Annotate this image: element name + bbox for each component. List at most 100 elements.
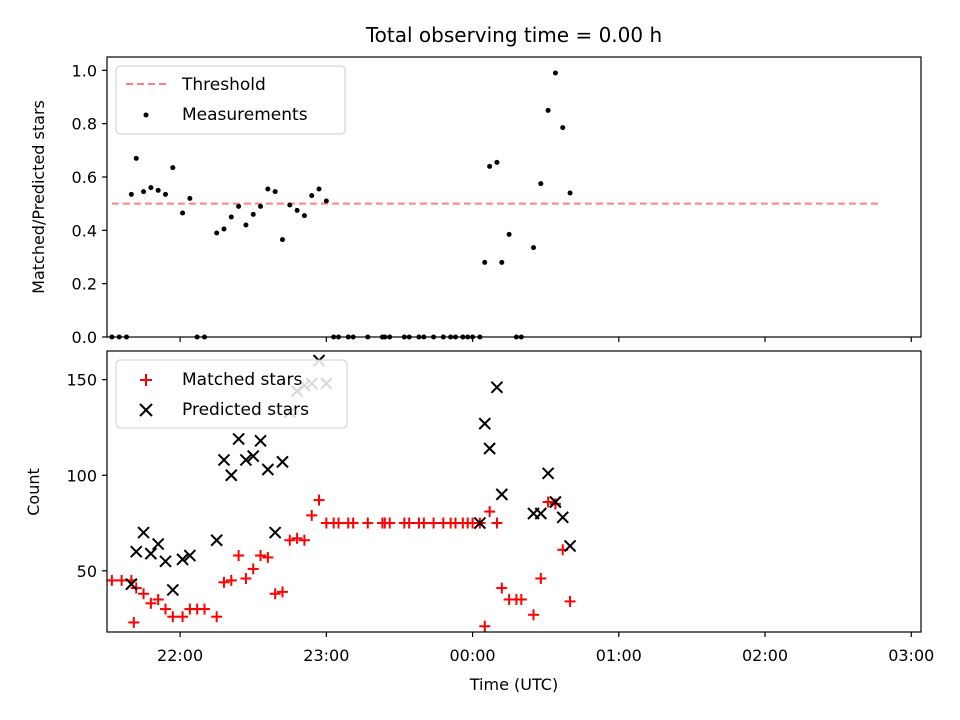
- measurement-point: [499, 259, 505, 265]
- matched-star-point: [527, 609, 539, 621]
- matched-star-point: [496, 582, 508, 594]
- measurement-point: [530, 245, 536, 251]
- matched-star-point: [306, 509, 318, 521]
- top-axes: Total observing time = 0.00 h Matched/Pr…: [29, 23, 922, 347]
- matched-star-point: [177, 611, 189, 623]
- matched-star-point: [225, 574, 237, 586]
- predicted-star-point: [254, 434, 267, 448]
- predicted-star-point: [210, 534, 223, 547]
- matched-star-point: [138, 588, 150, 600]
- matched-star-point: [106, 574, 118, 586]
- predicted-star-point: [563, 539, 577, 553]
- legend-measurements-label: Measurements: [182, 105, 308, 125]
- matched-star-point: [549, 498, 561, 510]
- x-tick-label: 02:00: [742, 646, 788, 665]
- matched-star-point: [428, 517, 440, 529]
- matched-star-point: [284, 534, 296, 546]
- predicted-star-point: [239, 453, 253, 467]
- matched-star-point: [515, 594, 527, 606]
- legend-matched-swatch: [140, 374, 152, 386]
- matched-star-point: [479, 620, 491, 632]
- measurement-point: [236, 203, 242, 209]
- bottom-x-axis-label: Time (UTC): [469, 675, 558, 694]
- matched-star-point: [128, 616, 140, 628]
- predicted-star-point: [144, 547, 158, 560]
- measurement-point: [187, 195, 193, 201]
- predicted-star-point: [478, 417, 491, 430]
- top-y-tick-label: 0.6: [72, 168, 97, 187]
- predicted-star-point: [541, 467, 555, 480]
- predicted-star-point: [125, 578, 138, 591]
- top-y-tick-label: 0.8: [72, 115, 97, 134]
- measurement-point: [221, 226, 227, 232]
- legend-predicted-label: Predicted stars: [182, 400, 309, 420]
- matched-star-point: [384, 517, 396, 529]
- matched-star-point: [269, 588, 281, 600]
- measurement-point: [309, 193, 315, 199]
- matched-star-point: [484, 506, 496, 518]
- predicted-star-point: [483, 442, 496, 455]
- predicted-star-point: [176, 553, 189, 566]
- measurement-point: [494, 159, 500, 165]
- top-chart-title: Total observing time = 0.00 h: [365, 23, 662, 47]
- top-legend: Threshold Measurements: [115, 65, 346, 135]
- matched-star-point: [298, 534, 310, 546]
- measurement-point: [228, 214, 234, 220]
- legend-measurements-swatch: [143, 112, 149, 118]
- measurement-point: [545, 107, 551, 113]
- predicted-star-point: [247, 449, 260, 463]
- measurement-point: [170, 165, 176, 171]
- measurement-point: [162, 191, 168, 197]
- measurement-point: [214, 230, 220, 236]
- measurement-point: [301, 213, 307, 219]
- predicted-star-point: [183, 549, 197, 562]
- matched-star-point: [233, 550, 245, 562]
- predicted-star-point: [130, 545, 143, 558]
- matched-star-point: [167, 611, 179, 623]
- measurement-point: [148, 185, 154, 191]
- predicted-star-point: [268, 526, 282, 539]
- matched-star-point: [255, 550, 267, 562]
- bottom-y-tick-label: 100: [66, 466, 97, 485]
- predicted-star-point: [225, 469, 238, 482]
- predicted-star-point: [151, 537, 165, 551]
- x-tick-label: 01:00: [596, 646, 642, 665]
- measurement-point: [323, 198, 329, 204]
- bottom-y-axis-label: Count: [24, 468, 43, 516]
- predicted-star-point: [232, 432, 245, 446]
- measurement-point: [487, 163, 493, 169]
- legend-threshold-label: Threshold: [181, 75, 266, 95]
- measurement-point: [258, 203, 264, 209]
- top-y-tick-label: 0.2: [72, 275, 97, 294]
- matched-star-point: [542, 496, 554, 508]
- legend-predicted-swatch: [139, 403, 153, 417]
- top-y-tick-label: 0.0: [72, 328, 97, 347]
- measurement-point: [279, 237, 285, 243]
- predicted-star-point: [261, 463, 275, 476]
- matched-star-point: [491, 517, 503, 529]
- legend-matched-label: Matched stars: [182, 370, 302, 390]
- x-tick-label: 03:00: [888, 646, 934, 665]
- measurement-point: [272, 189, 278, 195]
- predicted-star-point: [495, 488, 509, 501]
- measurement-point: [133, 155, 139, 161]
- bottom-legend: Matched stars Predicted stars: [115, 359, 348, 429]
- matched-star-point: [262, 551, 274, 563]
- top-y-axis-label: Matched/Predicted stars: [29, 100, 48, 294]
- matched-star-point: [211, 611, 223, 623]
- matched-star-point: [362, 517, 374, 529]
- matched-star-point: [403, 517, 415, 529]
- matched-star-point: [564, 595, 576, 607]
- measurement-point: [180, 210, 186, 216]
- predicted-star-point: [217, 453, 231, 467]
- x-tick-label: 00:00: [450, 646, 496, 665]
- measurement-point: [506, 231, 512, 237]
- matched-star-point: [333, 517, 345, 529]
- measurement-point: [482, 259, 488, 265]
- measurement-point: [316, 186, 322, 192]
- matched-star-point: [313, 494, 325, 506]
- matched-star-point: [159, 603, 171, 615]
- predicted-star-point: [490, 381, 504, 394]
- measurement-point: [538, 181, 544, 187]
- top-plot-frame: [106, 56, 922, 338]
